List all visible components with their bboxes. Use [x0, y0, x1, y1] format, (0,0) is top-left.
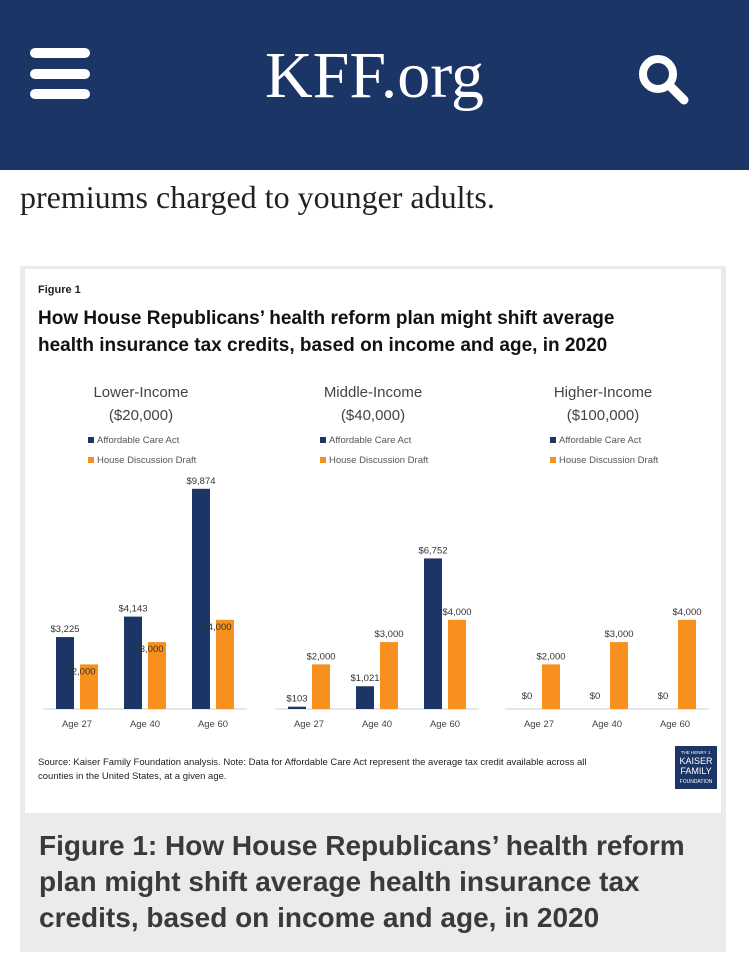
figure-label: Figure 1 [38, 284, 81, 296]
logo-line: FOUNDATION [680, 779, 713, 785]
chart-panels: Lower-Income ($20,000) Affordable Care Act… [43, 384, 709, 730]
x-tick-label: Age 40 [130, 719, 160, 730]
article-intro-text: premiums charged to younger adults. [20, 179, 495, 215]
legend-label: House Discussion Draft [559, 455, 659, 466]
legend-label: Affordable Care Act [329, 435, 412, 446]
data-label: $4,000 [202, 622, 231, 633]
chart-panel: Lower-Income ($20,000) Affordable Care Act… [43, 384, 247, 730]
figure-title-line2: health insurance tax credits, based on i… [38, 335, 607, 356]
search-icon[interactable] [636, 52, 692, 108]
legend-swatch [550, 457, 556, 463]
hamburger-menu-icon[interactable] [30, 48, 90, 100]
data-label: $6,752 [418, 545, 447, 556]
menu-line [30, 89, 90, 99]
legend-swatch [320, 457, 326, 463]
legend-label: Affordable Care Act [97, 435, 180, 446]
bar-house-draft [542, 664, 560, 709]
legend-label: Affordable Care Act [559, 435, 642, 446]
figure-card: Figure 1 How House Republicans’ health r… [20, 266, 726, 952]
data-label: $3,000 [134, 644, 163, 655]
figure-image[interactable]: Figure 1 How House Republicans’ health r… [25, 269, 721, 813]
figure-caption: Figure 1: How House Republicans’ health … [39, 830, 685, 933]
bar-aca [56, 637, 74, 709]
source-note-line1: Source: Kaiser Family Foundation analysi… [38, 757, 586, 768]
data-label: $9,874 [186, 476, 215, 487]
x-tick-label: Age 60 [430, 719, 460, 730]
data-label: $4,000 [442, 607, 471, 618]
legend-label: House Discussion Draft [329, 455, 429, 466]
panel-title: Lower-Income [93, 384, 188, 401]
bar-house-draft [80, 664, 98, 709]
panel-title: Higher-Income [554, 384, 652, 401]
data-label: $103 [286, 694, 307, 705]
x-tick-label: Age 27 [294, 719, 324, 730]
x-tick-label: Age 60 [198, 719, 228, 730]
x-tick-label: Age 27 [62, 719, 92, 730]
bar-house-draft [312, 664, 330, 709]
bar-house-draft [678, 619, 696, 709]
legend-swatch [88, 437, 94, 443]
figure-title-line1: How House Republicans’ health reform pla… [38, 308, 614, 329]
logo-line: FAMILY [680, 766, 711, 776]
bar-house-draft [380, 642, 398, 709]
menu-line [30, 48, 90, 58]
legend-swatch [320, 437, 326, 443]
panel-subtitle: ($40,000) [341, 407, 405, 424]
data-label: $4,143 [118, 604, 147, 615]
panel-title: Middle-Income [324, 384, 422, 401]
data-label: $2,000 [306, 651, 335, 662]
bar-house-draft [610, 642, 628, 709]
chart-panel: Higher-Income ($100,000) Affordable Care A… [505, 384, 709, 730]
data-label: $4,000 [672, 607, 701, 618]
bar-aca [192, 488, 210, 709]
bar-aca [124, 616, 142, 709]
bar-house-draft [216, 619, 234, 709]
data-label: $0 [590, 691, 601, 702]
x-tick-label: Age 40 [362, 719, 392, 730]
panel-subtitle: ($100,000) [567, 407, 640, 424]
bar-house-draft [148, 642, 166, 709]
bar-aca [424, 558, 442, 709]
legend-swatch [550, 437, 556, 443]
data-label: $2,000 [536, 651, 565, 662]
search-icon-graphic [639, 55, 689, 105]
data-label: $0 [522, 691, 533, 702]
x-tick-label: Age 60 [660, 719, 690, 730]
data-label: $3,225 [50, 624, 79, 635]
bar-aca [288, 706, 306, 709]
logo-line: KAISER [679, 756, 713, 766]
logo-line: THE HENRY J. [681, 750, 712, 755]
bar-aca [356, 686, 374, 709]
kff-foundation-logo: THE HENRY J. KAISER FAMILY FOUNDATION [675, 746, 717, 789]
data-label: $3,000 [604, 629, 633, 640]
site-header: KFF.org [0, 0, 749, 170]
data-label: $2,000 [66, 666, 95, 677]
panel-subtitle: ($20,000) [109, 407, 173, 424]
source-note-line2: counties in the United States, at a give… [38, 771, 227, 782]
menu-line [30, 69, 90, 79]
bar-house-draft [448, 619, 466, 709]
data-label: $0 [658, 691, 669, 702]
site-logo[interactable]: KFF.org [264, 39, 485, 112]
figure-chart: Figure 1 How House Republicans’ health r… [38, 284, 717, 789]
data-label: $1,021 [350, 673, 379, 684]
data-label: $3,000 [374, 629, 403, 640]
chart-panel: Middle-Income ($40,000) Affordable Care Ac… [275, 384, 479, 730]
x-tick-label: Age 27 [524, 719, 554, 730]
logo-box [675, 746, 717, 789]
x-tick-label: Age 40 [592, 719, 622, 730]
legend-swatch [88, 457, 94, 463]
legend-label: House Discussion Draft [97, 455, 197, 466]
